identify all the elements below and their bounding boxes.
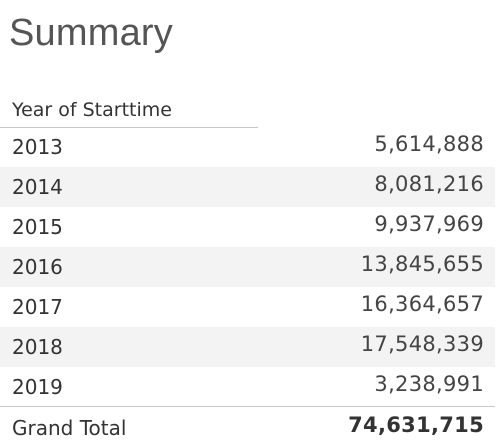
year-cell: 2014: [12, 175, 63, 199]
year-cell: 2018: [12, 335, 63, 359]
table-row[interactable]: 2013 5,614,888: [0, 127, 495, 167]
table-row[interactable]: 2016 13,845,655: [0, 247, 495, 287]
table-row[interactable]: 2019 3,238,991: [0, 367, 495, 407]
column-header-label[interactable]: Year of Starttime: [12, 99, 172, 121]
value-cell: 9,937,969: [374, 212, 484, 236]
value-cell: 3,238,991: [374, 372, 484, 396]
grand-total-value: 74,631,715: [348, 413, 484, 437]
table-row[interactable]: 2015 9,937,969: [0, 207, 495, 247]
grand-total-row[interactable]: Grand Total 74,631,715: [0, 406, 495, 448]
year-cell: 2019: [12, 375, 63, 399]
page-title: Summary: [9, 12, 173, 54]
value-cell: 16,364,657: [360, 292, 484, 316]
year-cell: 2015: [12, 215, 63, 239]
table-row[interactable]: 2018 17,548,339: [0, 327, 495, 367]
column-header: Year of Starttime: [0, 94, 258, 128]
summary-table: 2013 5,614,888 2014 8,081,216 2015 9,937…: [0, 127, 495, 407]
table-row[interactable]: 2017 16,364,657: [0, 287, 495, 327]
year-cell: 2016: [12, 255, 63, 279]
value-cell: 17,548,339: [360, 332, 484, 356]
year-cell: 2013: [12, 135, 63, 159]
grand-total-label: Grand Total: [12, 416, 127, 440]
value-cell: 8,081,216: [374, 172, 484, 196]
value-cell: 5,614,888: [374, 132, 484, 156]
table-row[interactable]: 2014 8,081,216: [0, 167, 495, 207]
year-cell: 2017: [12, 295, 63, 319]
value-cell: 13,845,655: [360, 252, 484, 276]
